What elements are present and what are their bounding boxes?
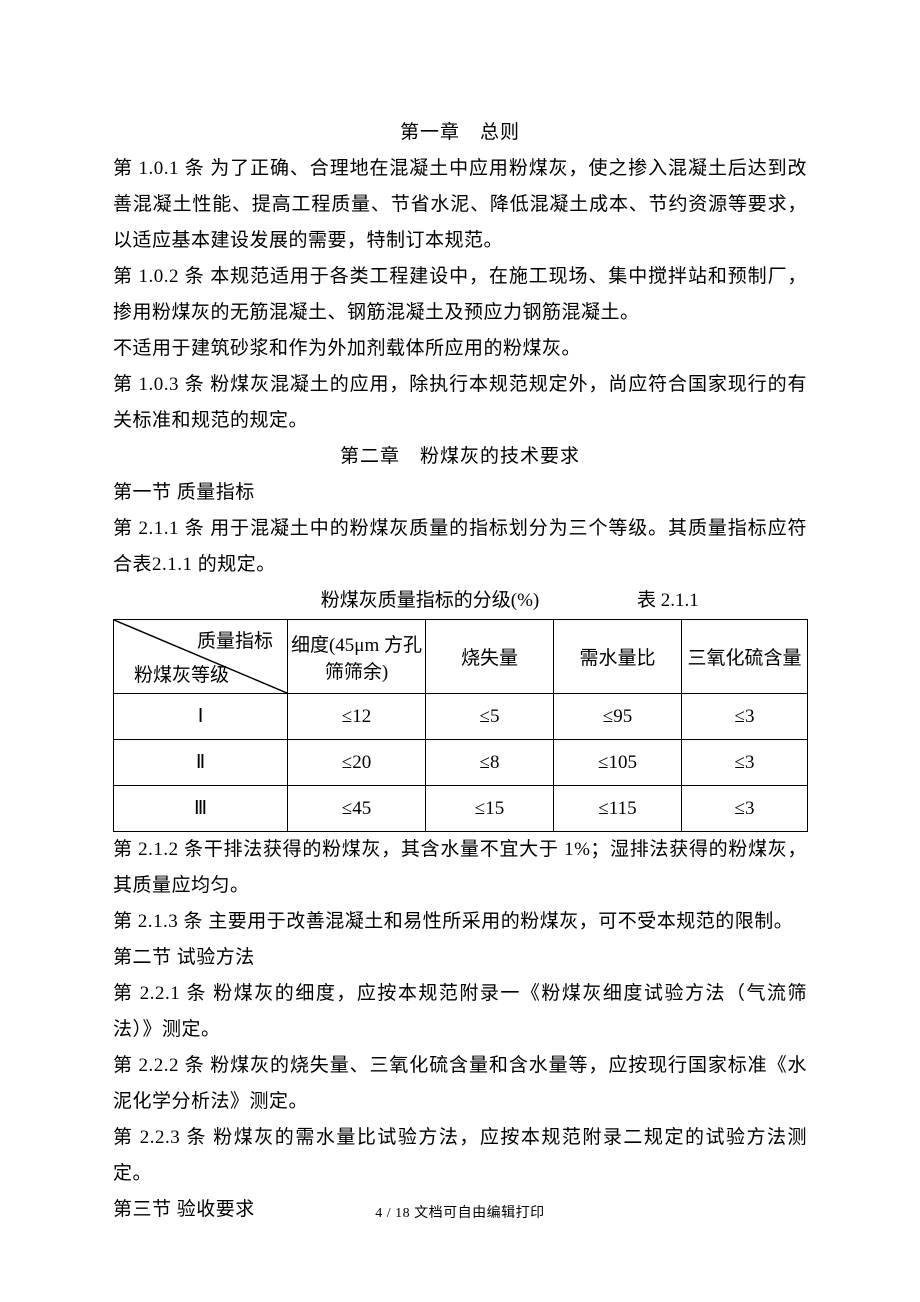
diag-bottom-label: 粉煤灰等级 — [134, 660, 229, 687]
table-cell: ≤95 — [554, 694, 682, 740]
table-diag-header: 质量指标 粉煤灰等级 — [114, 620, 288, 694]
clause-1-0-3: 第 1.0.3 条 粉煤灰混凝土的应用，除执行本规范规定外，尚应符合国家现行的有… — [113, 367, 807, 439]
col-header-so3: 三氧化硫含量 — [682, 620, 808, 694]
chapter-1-title: 第一章 总则 — [113, 115, 807, 151]
table-cell: ≤3 — [682, 694, 808, 740]
clause-2-2-1: 第 2.2.1 条 粉煤灰的细度，应按本规范附录一《粉煤灰细度试验方法（气流筛法… — [113, 976, 807, 1048]
row-label: Ⅰ — [114, 694, 288, 740]
clause-1-0-2: 第 1.0.2 条 本规范适用于各类工程建设中，在施工现场、集中搅拌站和预制厂，… — [113, 259, 807, 331]
section-2-1-title: 第一节 质量指标 — [113, 475, 807, 511]
table-caption-right: 表 2.1.1 — [637, 583, 807, 619]
clause-1-0-1: 第 1.0.1 条 为了正确、合理地在混凝土中应用粉煤灰，使之掺入混凝土后达到改… — [113, 151, 807, 259]
clause-1-0-2-cont: 不适用于建筑砂浆和作为外加剂载体所应用的粉煤灰。 — [113, 331, 807, 367]
col-header-loss: 烧失量 — [426, 620, 554, 694]
table-caption-center: 粉煤灰质量指标的分级(%) — [113, 583, 637, 619]
row-label: Ⅲ — [114, 786, 288, 832]
col-header-water: 需水量比 — [554, 620, 682, 694]
clause-2-2-3: 第 2.2.3 条 粉煤灰的需水量比试验方法，应按本规范附录二规定的试验方法测定… — [113, 1120, 807, 1192]
table-row: Ⅰ ≤12 ≤5 ≤95 ≤3 — [114, 694, 808, 740]
clause-2-2-2: 第 2.2.2 条 粉煤灰的烧失量、三氧化硫含量和含水量等，应按现行国家标准《水… — [113, 1048, 807, 1120]
table-row: Ⅱ ≤20 ≤8 ≤105 ≤3 — [114, 740, 808, 786]
clause-2-1-2: 第 2.1.2 条干排法获得的粉煤灰，其含水量不宜大于 1%；湿排法获得的粉煤灰… — [113, 832, 807, 904]
table-cell: ≤5 — [426, 694, 554, 740]
table-cell: ≤8 — [426, 740, 554, 786]
table-cell: ≤3 — [682, 740, 808, 786]
table-cell: ≤105 — [554, 740, 682, 786]
table-cell: ≤20 — [288, 740, 426, 786]
clause-2-1-3: 第 2.1.3 条 主要用于改善混凝土和易性所采用的粉煤灰，可不受本规范的限制。 — [113, 904, 807, 940]
table-header-row: 质量指标 粉煤灰等级 细度(45μm 方孔筛筛余) 烧失量 需水量比 三氧化硫含… — [114, 620, 808, 694]
table-cell: ≤3 — [682, 786, 808, 832]
table-cell: ≤45 — [288, 786, 426, 832]
row-label: Ⅱ — [114, 740, 288, 786]
chapter-2-title: 第二章 粉煤灰的技术要求 — [113, 439, 807, 475]
quality-table: 质量指标 粉煤灰等级 细度(45μm 方孔筛筛余) 烧失量 需水量比 三氧化硫含… — [113, 619, 808, 832]
table-cell: ≤15 — [426, 786, 554, 832]
table-row: Ⅲ ≤45 ≤15 ≤115 ≤3 — [114, 786, 808, 832]
clause-2-1-1: 第 2.1.1 条 用于混凝土中的粉煤灰质量的指标划分为三个等级。其质量指标应符… — [113, 511, 807, 583]
page-footer: 4 / 18 文档可自由编辑打印 — [0, 1202, 920, 1222]
table-cell: ≤115 — [554, 786, 682, 832]
col-header-fineness: 细度(45μm 方孔筛筛余) — [288, 620, 426, 694]
diag-top-label: 质量指标 — [197, 626, 273, 653]
section-2-2-title: 第二节 试验方法 — [113, 940, 807, 976]
table-cell: ≤12 — [288, 694, 426, 740]
table-caption: 粉煤灰质量指标的分级(%) 表 2.1.1 — [113, 583, 807, 619]
